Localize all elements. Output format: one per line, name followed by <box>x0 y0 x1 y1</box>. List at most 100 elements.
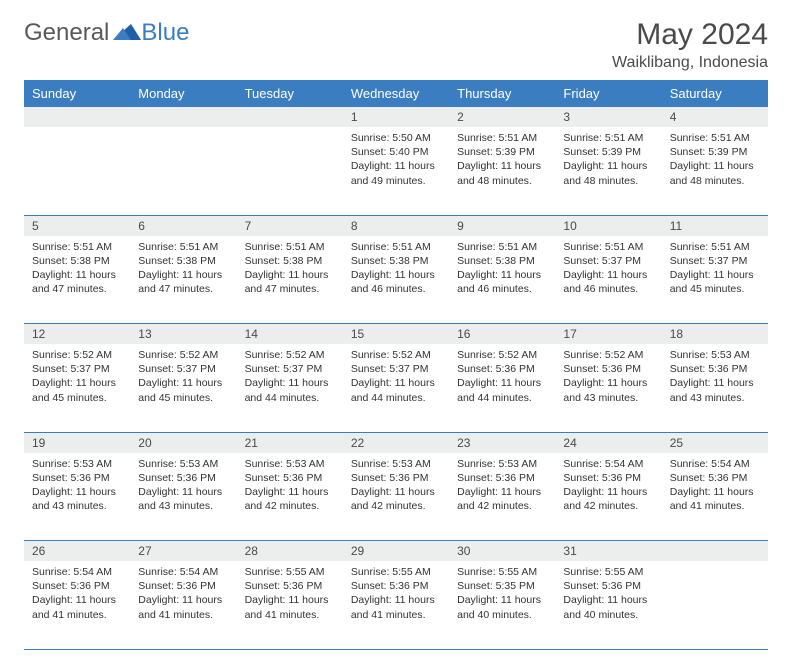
content-row: Sunrise: 5:53 AMSunset: 5:36 PMDaylight:… <box>24 453 768 541</box>
day1-text: Daylight: 11 hours <box>670 268 760 282</box>
sunset-text: Sunset: 5:39 PM <box>457 145 547 159</box>
sunset-text: Sunset: 5:38 PM <box>457 254 547 268</box>
day1-text: Daylight: 11 hours <box>563 593 653 607</box>
day-cell <box>130 127 236 215</box>
day-cell <box>662 561 768 649</box>
day-cell: Sunrise: 5:51 AMSunset: 5:38 PMDaylight:… <box>24 236 130 324</box>
sunrise-text: Sunrise: 5:53 AM <box>457 457 547 471</box>
day-cell-body: Sunrise: 5:52 AMSunset: 5:37 PMDaylight:… <box>343 344 449 411</box>
sunset-text: Sunset: 5:37 PM <box>351 362 441 376</box>
day-number: 13 <box>130 324 236 345</box>
sunrise-text: Sunrise: 5:51 AM <box>32 240 122 254</box>
day-number: 29 <box>343 541 449 562</box>
day-cell: Sunrise: 5:54 AMSunset: 5:36 PMDaylight:… <box>24 561 130 649</box>
weekday-header: Friday <box>555 80 661 107</box>
sunset-text: Sunset: 5:36 PM <box>563 471 653 485</box>
day1-text: Daylight: 11 hours <box>670 376 760 390</box>
day-number: 8 <box>343 215 449 236</box>
location: Waiklibang, Indonesia <box>612 54 768 72</box>
day2-text: and 40 minutes. <box>563 608 653 622</box>
day2-text: and 41 minutes. <box>138 608 228 622</box>
day-cell-body: Sunrise: 5:51 AMSunset: 5:39 PMDaylight:… <box>449 127 555 194</box>
day-cell-body: Sunrise: 5:51 AMSunset: 5:37 PMDaylight:… <box>555 236 661 303</box>
sunset-text: Sunset: 5:40 PM <box>351 145 441 159</box>
day2-text: and 48 minutes. <box>457 174 547 188</box>
day-cell-body: Sunrise: 5:55 AMSunset: 5:36 PMDaylight:… <box>343 561 449 628</box>
content-row: Sunrise: 5:50 AMSunset: 5:40 PMDaylight:… <box>24 127 768 215</box>
sunrise-text: Sunrise: 5:51 AM <box>563 240 653 254</box>
day-cell: Sunrise: 5:52 AMSunset: 5:37 PMDaylight:… <box>24 344 130 432</box>
sunset-text: Sunset: 5:36 PM <box>351 579 441 593</box>
day2-text: and 45 minutes. <box>670 282 760 296</box>
sunrise-text: Sunrise: 5:53 AM <box>32 457 122 471</box>
day-cell: Sunrise: 5:50 AMSunset: 5:40 PMDaylight:… <box>343 127 449 215</box>
day-cell-body: Sunrise: 5:51 AMSunset: 5:39 PMDaylight:… <box>555 127 661 194</box>
day1-text: Daylight: 11 hours <box>563 268 653 282</box>
day-number: 20 <box>130 432 236 453</box>
day1-text: Daylight: 11 hours <box>138 485 228 499</box>
day1-text: Daylight: 11 hours <box>351 268 441 282</box>
day1-text: Daylight: 11 hours <box>457 485 547 499</box>
sunrise-text: Sunrise: 5:54 AM <box>563 457 653 471</box>
sunrise-text: Sunrise: 5:52 AM <box>563 348 653 362</box>
day1-text: Daylight: 11 hours <box>457 593 547 607</box>
sunset-text: Sunset: 5:36 PM <box>138 471 228 485</box>
day-cell: Sunrise: 5:53 AMSunset: 5:36 PMDaylight:… <box>662 344 768 432</box>
day2-text: and 42 minutes. <box>351 499 441 513</box>
day-cell-body: Sunrise: 5:52 AMSunset: 5:36 PMDaylight:… <box>555 344 661 411</box>
day-cell: Sunrise: 5:51 AMSunset: 5:37 PMDaylight:… <box>662 236 768 324</box>
sunrise-text: Sunrise: 5:51 AM <box>138 240 228 254</box>
day-cell-body: Sunrise: 5:51 AMSunset: 5:38 PMDaylight:… <box>24 236 130 303</box>
day-number: 25 <box>662 432 768 453</box>
sunrise-text: Sunrise: 5:52 AM <box>138 348 228 362</box>
day-cell-body: Sunrise: 5:50 AMSunset: 5:40 PMDaylight:… <box>343 127 449 194</box>
day-cell: Sunrise: 5:55 AMSunset: 5:35 PMDaylight:… <box>449 561 555 649</box>
day2-text: and 48 minutes. <box>563 174 653 188</box>
day-cell: Sunrise: 5:52 AMSunset: 5:36 PMDaylight:… <box>449 344 555 432</box>
day-cell: Sunrise: 5:51 AMSunset: 5:38 PMDaylight:… <box>130 236 236 324</box>
day-number: 5 <box>24 215 130 236</box>
day-cell: Sunrise: 5:51 AMSunset: 5:38 PMDaylight:… <box>237 236 343 324</box>
sunset-text: Sunset: 5:36 PM <box>138 579 228 593</box>
day-number: 11 <box>662 215 768 236</box>
sunrise-text: Sunrise: 5:54 AM <box>32 565 122 579</box>
sunset-text: Sunset: 5:38 PM <box>138 254 228 268</box>
day2-text: and 42 minutes. <box>563 499 653 513</box>
day2-text: and 47 minutes. <box>245 282 335 296</box>
weekday-header: Tuesday <box>237 80 343 107</box>
month-title: May 2024 <box>612 18 768 52</box>
day-cell-body: Sunrise: 5:52 AMSunset: 5:37 PMDaylight:… <box>24 344 130 411</box>
weekday-header-row: Sunday Monday Tuesday Wednesday Thursday… <box>24 80 768 107</box>
day1-text: Daylight: 11 hours <box>32 376 122 390</box>
day-cell-body: Sunrise: 5:54 AMSunset: 5:36 PMDaylight:… <box>24 561 130 628</box>
sunset-text: Sunset: 5:36 PM <box>563 362 653 376</box>
weekday-header: Monday <box>130 80 236 107</box>
sunrise-text: Sunrise: 5:53 AM <box>245 457 335 471</box>
sunrise-text: Sunrise: 5:55 AM <box>563 565 653 579</box>
day1-text: Daylight: 11 hours <box>32 268 122 282</box>
day-number: 30 <box>449 541 555 562</box>
day-cell: Sunrise: 5:55 AMSunset: 5:36 PMDaylight:… <box>343 561 449 649</box>
day-number <box>237 107 343 127</box>
brand-logo-mark <box>113 18 141 47</box>
day1-text: Daylight: 11 hours <box>351 159 441 173</box>
day2-text: and 44 minutes. <box>457 391 547 405</box>
day1-text: Daylight: 11 hours <box>670 485 760 499</box>
daynum-row: 567891011 <box>24 215 768 236</box>
day1-text: Daylight: 11 hours <box>457 159 547 173</box>
day1-text: Daylight: 11 hours <box>457 376 547 390</box>
sunrise-text: Sunrise: 5:51 AM <box>351 240 441 254</box>
day-cell: Sunrise: 5:51 AMSunset: 5:38 PMDaylight:… <box>449 236 555 324</box>
day-cell-body: Sunrise: 5:54 AMSunset: 5:36 PMDaylight:… <box>555 453 661 520</box>
day1-text: Daylight: 11 hours <box>138 593 228 607</box>
day-cell-body: Sunrise: 5:53 AMSunset: 5:36 PMDaylight:… <box>449 453 555 520</box>
day-number: 19 <box>24 432 130 453</box>
day1-text: Daylight: 11 hours <box>32 485 122 499</box>
day-cell: Sunrise: 5:55 AMSunset: 5:36 PMDaylight:… <box>555 561 661 649</box>
day-cell-body: Sunrise: 5:55 AMSunset: 5:36 PMDaylight:… <box>237 561 343 628</box>
day-number: 26 <box>24 541 130 562</box>
sunrise-text: Sunrise: 5:51 AM <box>245 240 335 254</box>
day2-text: and 48 minutes. <box>670 174 760 188</box>
day-number: 12 <box>24 324 130 345</box>
day-number: 18 <box>662 324 768 345</box>
